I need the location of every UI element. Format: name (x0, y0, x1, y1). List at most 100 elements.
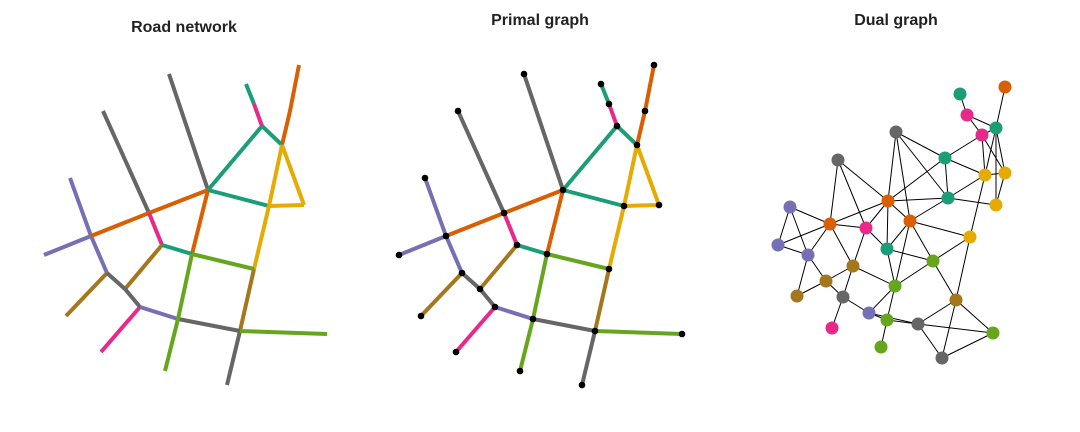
primal-node (513, 241, 521, 249)
dual-edge (829, 159, 839, 225)
dual-node (846, 259, 860, 273)
primal-edge (423, 177, 448, 237)
road-network-panel (43, 64, 328, 386)
dual-edge (932, 236, 971, 262)
dual-node (819, 274, 833, 288)
dual-edge (886, 248, 934, 262)
dual-edge (941, 299, 957, 359)
dual-node (986, 326, 1000, 340)
dual-edge (895, 131, 911, 222)
road-segment (43, 234, 92, 257)
primal-node (520, 70, 528, 78)
dual-edge (868, 312, 919, 325)
primal-edge (494, 305, 534, 321)
road-segment (99, 305, 142, 354)
primal-edge (599, 83, 611, 105)
dual-edge (789, 206, 809, 256)
dual-edge (944, 134, 983, 159)
primal-edge (545, 189, 565, 255)
dual-edge (932, 260, 957, 301)
primal-edge (594, 329, 683, 336)
dual-edge (852, 265, 896, 287)
road-segment (123, 243, 164, 291)
dual-edge (909, 197, 949, 222)
primal-edge (419, 271, 464, 318)
primal-edge (502, 212, 519, 246)
dual-node (911, 317, 925, 331)
dual-node (823, 217, 837, 231)
dual-edge (886, 200, 889, 250)
road-segment (267, 144, 284, 207)
primal-edge (444, 235, 464, 274)
dual-edge (895, 131, 946, 159)
primal-edge (522, 73, 565, 191)
primal-node (559, 186, 567, 194)
road-segment (167, 73, 210, 191)
dual-node (862, 306, 876, 320)
dual-node (949, 293, 963, 307)
primal-edge (518, 318, 535, 372)
dual-node (874, 340, 888, 354)
dual-node (935, 351, 949, 365)
dual-edge (917, 323, 994, 334)
dual-node (926, 254, 940, 268)
primal-node (543, 250, 551, 258)
dual-edge (852, 227, 867, 267)
dual-edge (829, 223, 854, 267)
dual-edge (887, 131, 897, 202)
primal-node (591, 327, 599, 335)
dual-graph-title: Dual graph (854, 12, 938, 29)
dual-edge (917, 323, 943, 359)
primal-edge (454, 305, 497, 354)
primal-edge (562, 188, 625, 208)
road-segment (191, 252, 255, 271)
dual-edge (984, 127, 997, 176)
road-network-title: Road network (131, 19, 237, 36)
dual-edge (955, 236, 971, 301)
dual-edge (895, 131, 949, 199)
primal-edge (615, 124, 639, 147)
dual-edge (909, 220, 934, 262)
road-segment (260, 124, 284, 147)
primal-edge (607, 103, 619, 127)
primal-node (421, 174, 429, 182)
primal-edge (593, 268, 611, 332)
road-segment (89, 235, 109, 274)
dual-node (989, 121, 1003, 135)
road-segment (280, 64, 301, 146)
primal-edge (532, 317, 596, 333)
road-segment (64, 271, 109, 318)
primal-node (529, 315, 537, 323)
primal-edge (622, 144, 639, 207)
primal-node (476, 285, 484, 293)
road-segment (68, 177, 93, 237)
primal-edge (460, 271, 482, 291)
primal-node (678, 330, 686, 338)
dual-edge (944, 157, 949, 199)
dual-node (881, 194, 895, 208)
primal-node (605, 100, 613, 108)
dual-edge (981, 134, 986, 176)
primal-node (633, 141, 641, 149)
road-segment (147, 212, 164, 246)
dual-edge (995, 127, 1006, 174)
dual-node (889, 125, 903, 139)
dual-edge (887, 157, 946, 202)
primal-node (417, 312, 425, 320)
primal-node (452, 348, 460, 356)
primal-edge (580, 330, 597, 386)
dual-edge (917, 299, 957, 325)
primal-node (620, 202, 628, 210)
dual-node (790, 289, 804, 303)
road-segment (206, 124, 264, 192)
dual-edge (777, 206, 791, 246)
primal-node (597, 80, 605, 88)
road-segment (268, 203, 305, 208)
dual-edge (944, 157, 986, 176)
dual-edge (777, 223, 831, 246)
primal-node (650, 61, 658, 69)
dual-node (975, 128, 989, 142)
dual-edge (837, 159, 867, 229)
dual-node (825, 321, 839, 335)
primal-edge (531, 253, 549, 320)
